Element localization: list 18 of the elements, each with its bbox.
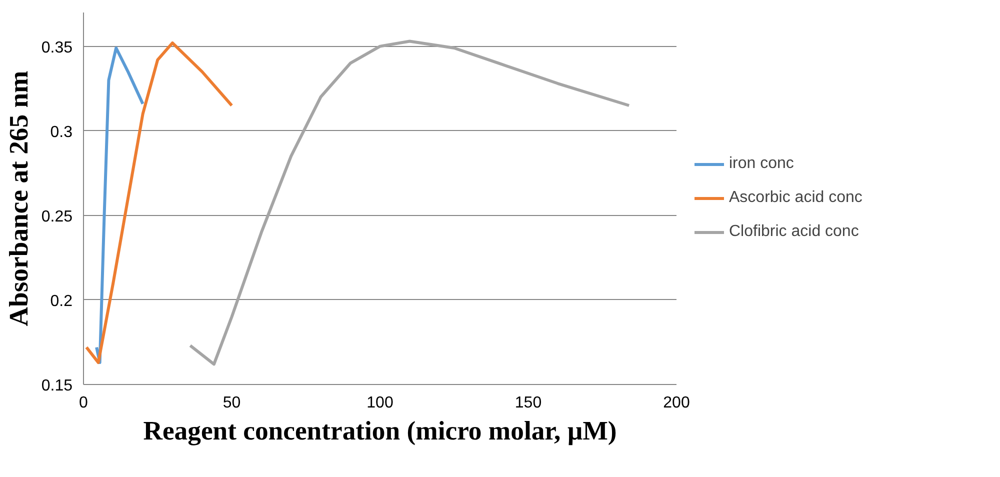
x-tick-label: 0: [79, 394, 88, 412]
legend-label: iron conc: [729, 155, 794, 173]
line-series: [84, 41, 234, 364]
y-axis-title: Absorbance at 265 nm: [3, 70, 34, 326]
y-tick-label: 0.3: [50, 124, 73, 141]
y-tick-label: 0.2: [50, 292, 73, 310]
x-tick-label: 50: [222, 394, 241, 412]
legend-label: Clofibric acid conc: [729, 223, 859, 241]
y-tick-label: 0.15: [41, 378, 73, 394]
y-tick-label: 0.35: [41, 39, 73, 56]
legend-label: Ascorbic acid conc: [729, 189, 862, 207]
line-series: [188, 40, 631, 366]
x-tick-label: 150: [514, 394, 542, 412]
line-series: [95, 46, 144, 364]
x-tick-label: 200: [663, 394, 690, 412]
y-tick-label: 0.25: [41, 208, 73, 226]
x-tick-label: 100: [366, 394, 394, 412]
x-axis-title: Reagent concentration (micro molar, µM): [143, 416, 617, 446]
